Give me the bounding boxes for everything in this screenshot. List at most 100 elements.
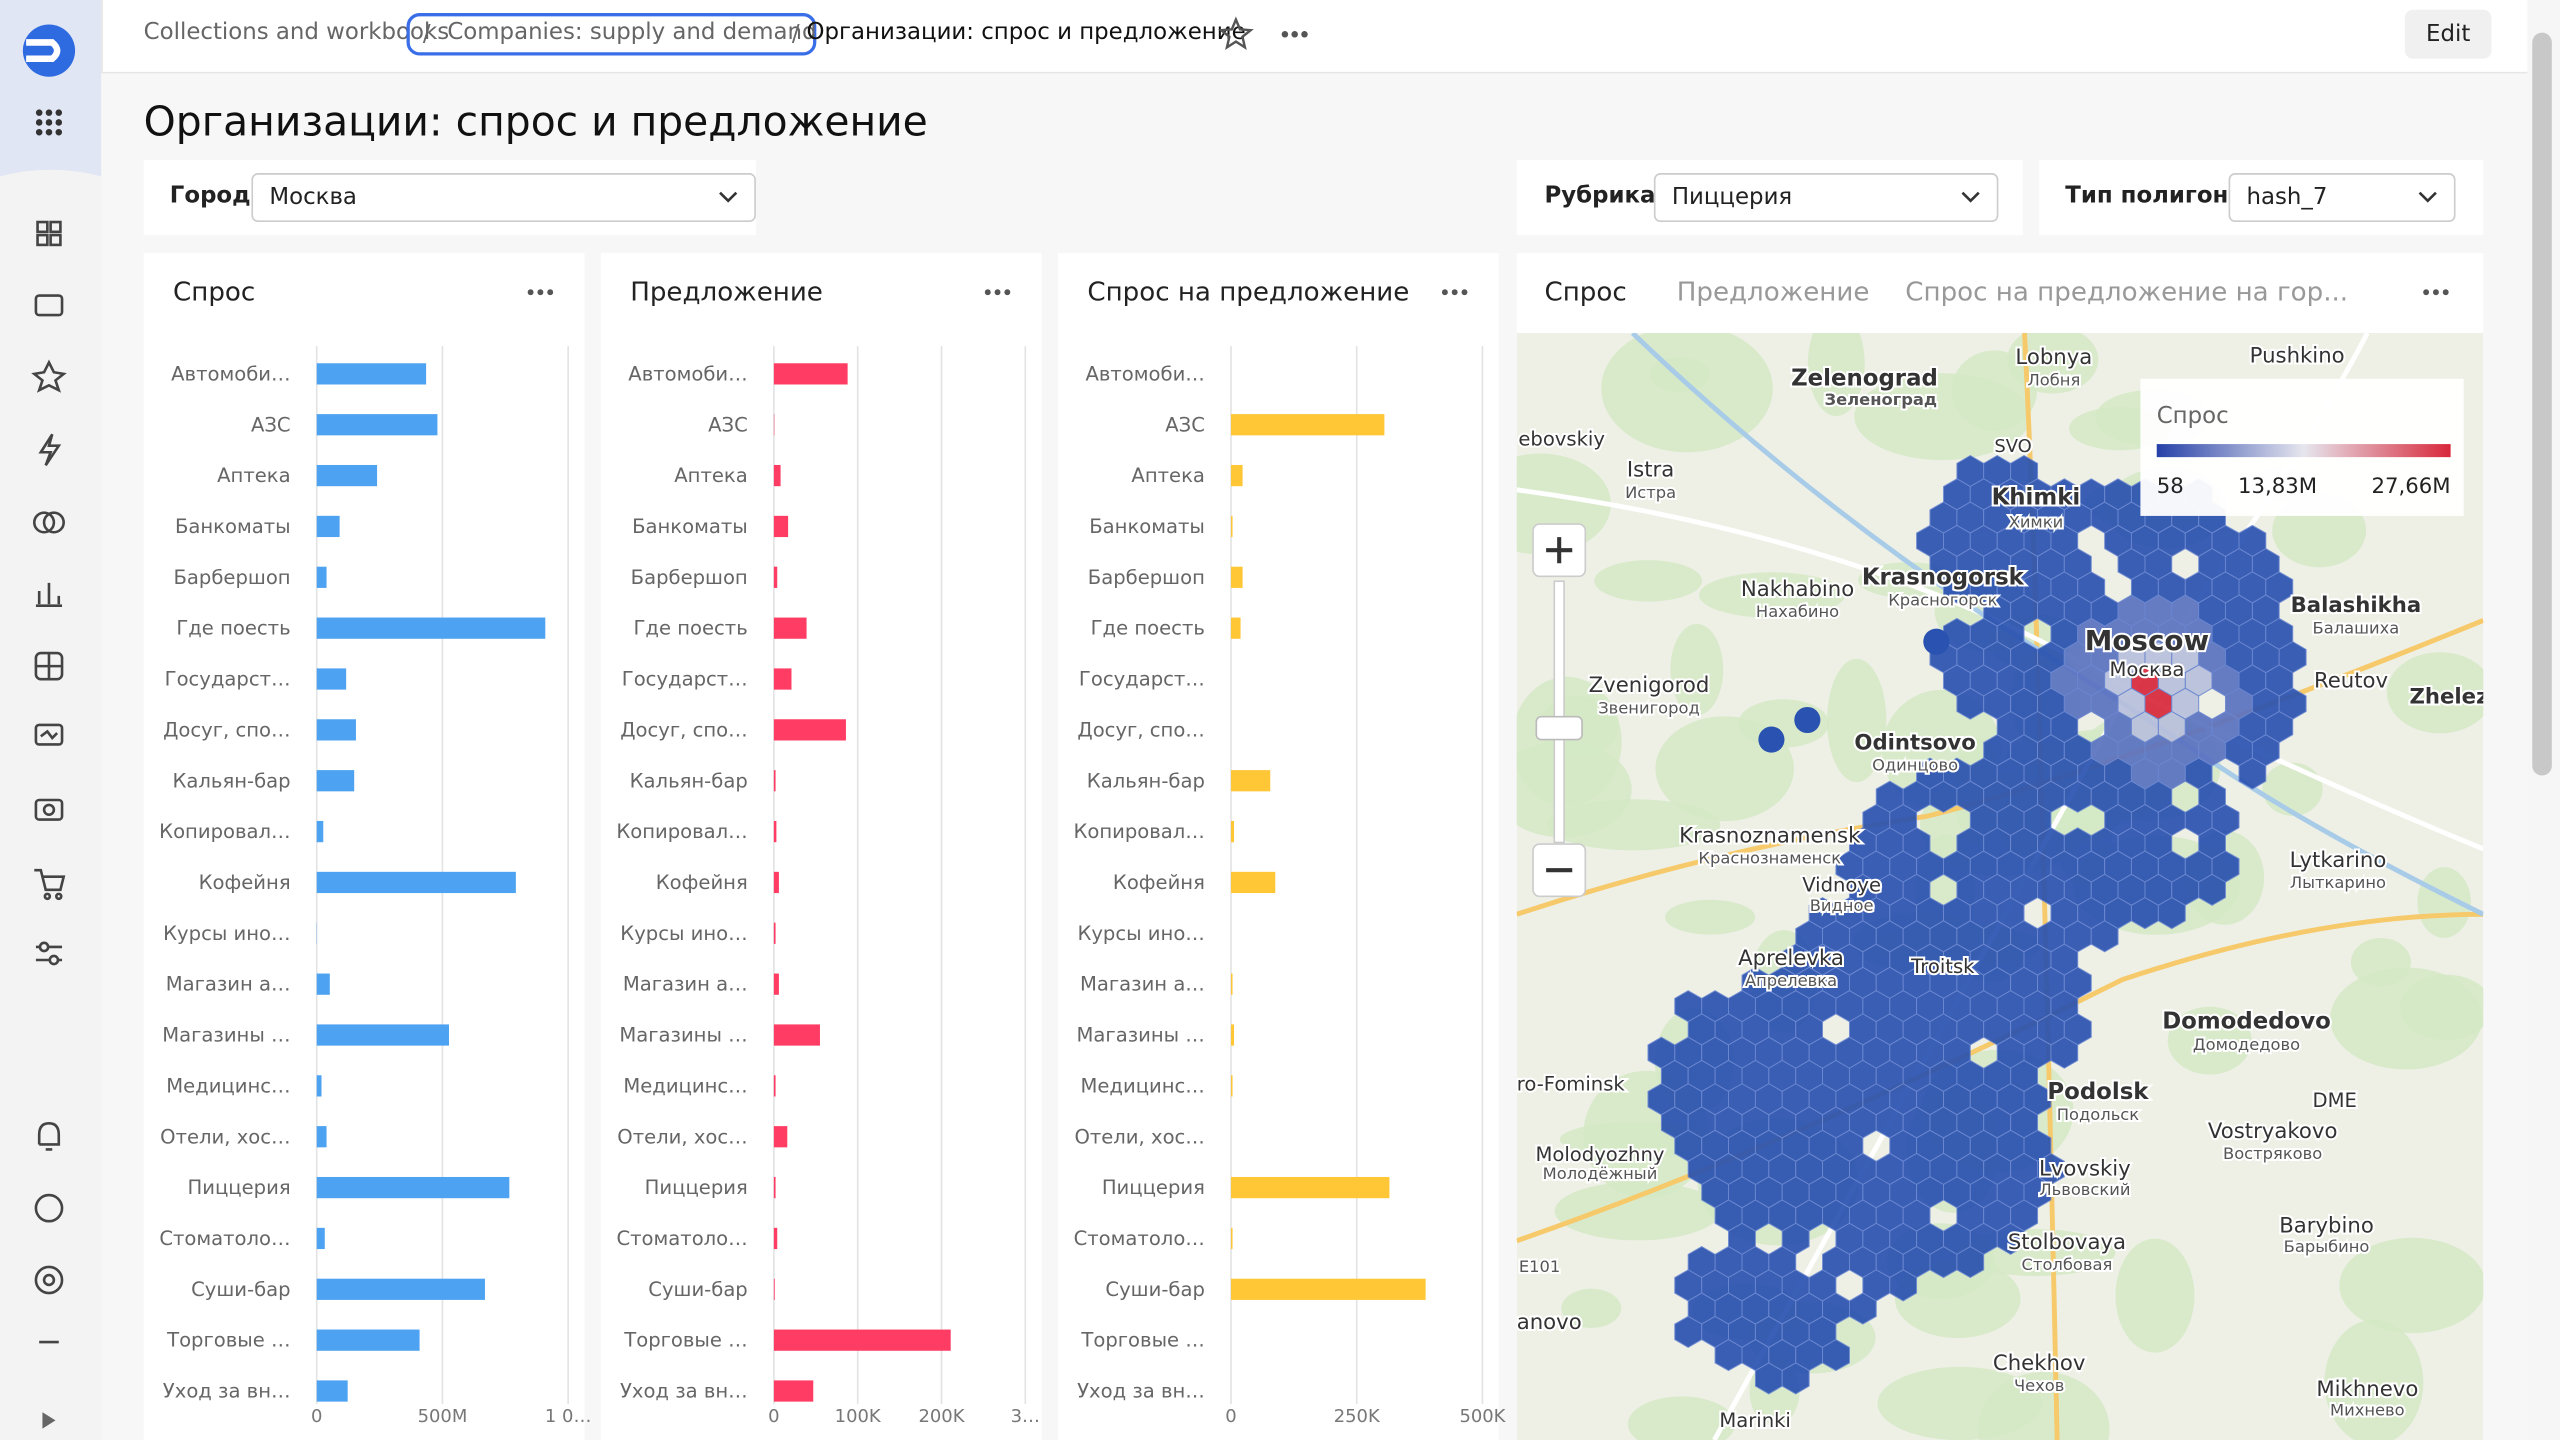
more-icon[interactable] [2423, 289, 2449, 296]
nav-icon[interactable] [34, 798, 64, 821]
bar[interactable] [773, 871, 779, 894]
bar[interactable] [773, 464, 781, 487]
bar[interactable] [1231, 1176, 1390, 1199]
bar[interactable] [773, 1075, 776, 1097]
bar[interactable] [773, 668, 792, 690]
nav-icon[interactable] [32, 511, 56, 534]
bar[interactable] [316, 617, 546, 639]
logo[interactable] [22, 24, 76, 77]
favorite-icon[interactable] [1218, 16, 1254, 50]
bar[interactable] [773, 922, 776, 944]
y-tick-label: Банкоматы [1089, 515, 1205, 538]
bar[interactable] [1231, 1024, 1235, 1046]
bar[interactable] [316, 668, 347, 690]
bar[interactable] [316, 1380, 348, 1402]
bar[interactable] [1231, 464, 1243, 487]
bar[interactable] [316, 770, 355, 792]
filter-select[interactable]: Пиццерия [1653, 173, 1999, 223]
more-icon[interactable] [1281, 31, 1308, 38]
y-tick-label: Торговые … [1080, 1329, 1204, 1352]
notifications-icon[interactable] [37, 1121, 61, 1151]
y-tick-label: Медицинс… [166, 1074, 290, 1097]
filter-select[interactable]: hash_7 [2228, 173, 2456, 223]
hexagon [1781, 1362, 1810, 1395]
apps-icon[interactable] [35, 109, 63, 136]
bar[interactable] [1231, 1075, 1233, 1097]
bar[interactable] [1231, 566, 1243, 588]
bar[interactable] [1231, 1278, 1426, 1300]
zoom-handle[interactable] [1535, 715, 1583, 741]
bar[interactable] [316, 1227, 325, 1250]
map-tab[interactable]: Предложение [1677, 277, 1870, 307]
bar[interactable] [1231, 820, 1235, 843]
bar[interactable] [316, 414, 438, 436]
more-icon[interactable] [527, 289, 554, 296]
place-label: Barybino [2279, 1214, 2374, 1239]
place-label: Подольск [2057, 1105, 2140, 1124]
help-icon[interactable] [34, 1193, 64, 1223]
bar[interactable] [1231, 1227, 1233, 1250]
bar[interactable] [1231, 973, 1233, 995]
bar[interactable] [1231, 770, 1271, 792]
nav-icon[interactable] [34, 723, 64, 746]
bar[interactable] [773, 1380, 814, 1402]
bar[interactable] [773, 1227, 778, 1250]
expand-icon[interactable] [42, 1412, 56, 1429]
breadcrumb[interactable]: Companies: supply and demand [447, 19, 817, 46]
bar[interactable] [316, 464, 378, 487]
bar[interactable] [316, 566, 327, 588]
y-tick-label: Досуг, спо… [1077, 718, 1204, 741]
nav-icon[interactable] [34, 868, 66, 892]
nav-icon[interactable] [38, 433, 62, 467]
bar[interactable] [773, 1329, 951, 1351]
more-icon[interactable] [984, 289, 1011, 296]
bar[interactable] [316, 1278, 485, 1300]
bar[interactable] [1231, 414, 1385, 436]
bar[interactable] [773, 820, 777, 843]
nav-icon[interactable] [31, 359, 67, 393]
bar[interactable] [316, 1126, 327, 1148]
nav-icon[interactable] [36, 220, 49, 234]
bar[interactable] [316, 1176, 510, 1199]
header [101, 0, 2560, 74]
bar[interactable] [316, 515, 340, 538]
y-tick-label: Кофейня [199, 871, 291, 894]
bar[interactable] [773, 1126, 788, 1148]
bar[interactable] [316, 719, 356, 741]
bar[interactable] [316, 1329, 420, 1351]
bar[interactable] [316, 363, 427, 385]
place-label: Reutov [2314, 668, 2388, 693]
filter-select[interactable]: Москва [251, 173, 756, 223]
x-tick-label: 3… [1011, 1406, 1040, 1427]
bar[interactable] [773, 719, 846, 741]
bar[interactable] [773, 1278, 775, 1300]
forest [2417, 867, 2471, 938]
breadcrumb[interactable]: Collections and workbooks [143, 19, 450, 46]
bar[interactable] [316, 1075, 322, 1097]
bar[interactable] [773, 973, 779, 995]
bar[interactable] [316, 820, 324, 843]
bar[interactable] [773, 515, 789, 538]
bar[interactable] [1231, 617, 1241, 639]
bar[interactable] [1231, 515, 1233, 538]
map-tab[interactable]: Спрос на предложение на гор... [1905, 277, 2348, 307]
bar[interactable] [316, 973, 330, 995]
bar[interactable] [773, 770, 776, 792]
y-tick-label: Кофейня [656, 871, 748, 894]
bar[interactable] [773, 1024, 820, 1046]
x-tick-label: 0 [768, 1406, 779, 1427]
more-icon[interactable] [1441, 289, 1468, 296]
bar[interactable] [316, 1024, 449, 1046]
bar[interactable] [773, 363, 848, 385]
settings-icon[interactable] [34, 1265, 64, 1295]
bar[interactable] [773, 617, 807, 639]
bar[interactable] [316, 871, 516, 894]
bar[interactable] [773, 566, 778, 588]
bar[interactable] [773, 1176, 776, 1199]
edit-button[interactable]: Edit [2404, 9, 2492, 59]
y-tick-label: Отели, хос… [1074, 1125, 1204, 1148]
bar[interactable] [1231, 871, 1276, 894]
map-tab[interactable]: Спрос [1544, 277, 1626, 307]
nav-icon[interactable] [34, 294, 64, 317]
nav-icon[interactable] [35, 582, 63, 608]
